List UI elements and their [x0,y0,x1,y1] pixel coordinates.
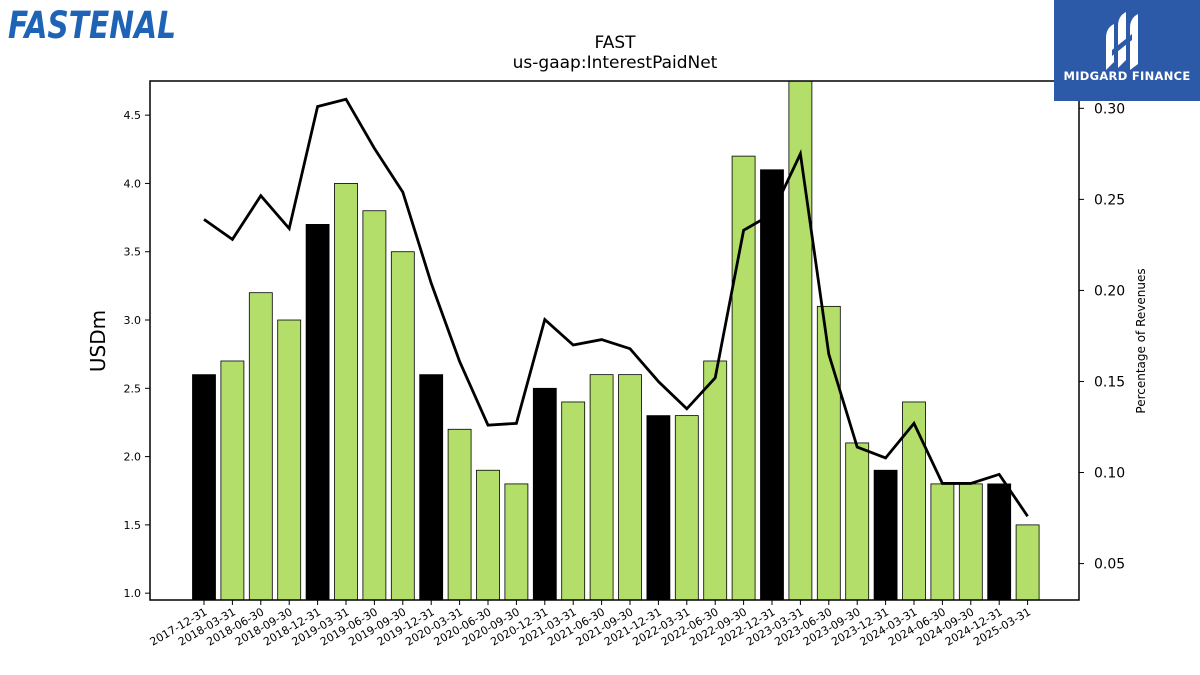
y-tick-label: 1.5 [124,519,142,532]
bar [930,483,955,601]
line-layer [203,97,1029,518]
y-tick-label: 1.0 [124,587,142,600]
bar [589,374,614,601]
bar [760,169,784,601]
bar [532,387,557,601]
bar [504,483,529,601]
y-axis-right: 0.05 0.10 0.15 0.20 0.25 0.30 [1079,101,1125,573]
bars-layer [192,80,1040,601]
bar [220,360,245,601]
y-tick-label: 4.5 [124,109,142,122]
bar [674,415,699,601]
y-axis-label: USDm [86,310,110,372]
x-axis: 2017-12-312018-03-312018-06-302018-09-30… [148,600,1033,649]
bar [561,401,586,601]
bar [419,374,444,601]
series-line [203,97,1029,518]
y-tick-label: 3.5 [124,246,142,259]
bar [618,374,642,601]
bar [305,224,330,601]
bar [447,428,472,601]
bar [958,483,983,601]
y2-tick-label: 0.10 [1094,466,1125,482]
y2-tick-label: 0.05 [1094,557,1125,573]
fastenal-logo: FASTENAL [6,2,186,47]
bar [1015,524,1040,601]
bar [845,442,870,601]
bar [277,319,302,601]
bar [362,210,387,601]
bar [646,415,671,601]
y2-tick-label: 0.30 [1094,101,1125,117]
plot-frame [149,80,1080,601]
y2-tick-label: 0.25 [1094,192,1125,208]
bar [703,360,728,601]
y-axis-left: 1.0 1.5 2.0 2.5 3.0 3.5 4.0 4.5 [124,109,150,600]
y-tick-label: 4.0 [124,177,142,190]
y-tick-label: 2.5 [124,382,142,395]
fastenal-logo-text: FASTENAL [8,4,176,42]
midgard-finance-text: MIDGARD FINANCE [1063,69,1191,83]
bar [731,155,756,601]
y2-tick-label: 0.20 [1094,283,1125,299]
y2-axis-label: Percentage of Revenues [1134,268,1148,413]
y-tick-label: 3.0 [124,314,142,327]
midgard-mark-icon [1054,0,1200,101]
y2-tick-label: 0.15 [1094,374,1125,390]
chart-subtitle: us-gaap:InterestPaidNet [513,53,718,73]
bar [476,469,500,601]
chart-title: FAST [594,33,636,53]
bar [987,483,1012,601]
y-tick-label: 2.0 [124,451,142,464]
bar [192,374,216,601]
midgard-finance-logo: MIDGARD FINANCE [1054,0,1200,101]
bar [334,183,358,601]
bar [390,251,415,601]
bar [873,469,898,601]
bar [248,292,273,601]
